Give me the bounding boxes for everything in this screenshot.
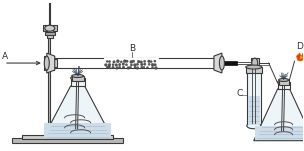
Bar: [246, 67, 262, 73]
Bar: [12, 138, 123, 143]
Bar: [278, 82, 290, 89]
Bar: [43, 25, 57, 31]
Circle shape: [123, 60, 126, 63]
Circle shape: [129, 66, 132, 69]
Circle shape: [118, 63, 121, 66]
Ellipse shape: [219, 56, 224, 70]
Circle shape: [127, 67, 130, 69]
Bar: [224, 61, 237, 65]
Circle shape: [116, 67, 119, 69]
Bar: [49, 59, 57, 67]
Polygon shape: [47, 53, 55, 73]
Circle shape: [136, 67, 139, 69]
Circle shape: [113, 61, 115, 63]
Ellipse shape: [71, 76, 85, 80]
Ellipse shape: [45, 57, 53, 69]
Ellipse shape: [247, 123, 261, 129]
Polygon shape: [254, 89, 304, 141]
Bar: [44, 56, 54, 70]
Circle shape: [120, 61, 122, 63]
Circle shape: [109, 60, 111, 63]
Circle shape: [143, 63, 146, 65]
Circle shape: [122, 63, 125, 65]
Circle shape: [106, 66, 109, 69]
Circle shape: [130, 60, 133, 63]
Circle shape: [126, 60, 128, 63]
Ellipse shape: [44, 56, 49, 70]
Text: B: B: [130, 44, 136, 53]
Circle shape: [105, 64, 107, 66]
Bar: [45, 32, 55, 35]
Circle shape: [132, 60, 135, 62]
Polygon shape: [299, 54, 303, 59]
Circle shape: [148, 60, 150, 63]
Bar: [251, 58, 259, 68]
Bar: [248, 96, 260, 125]
Circle shape: [140, 63, 143, 66]
Circle shape: [154, 60, 156, 62]
Circle shape: [122, 66, 125, 69]
Ellipse shape: [246, 65, 262, 69]
Circle shape: [106, 60, 108, 63]
Circle shape: [108, 66, 110, 69]
Text: D: D: [296, 42, 303, 51]
Polygon shape: [44, 123, 112, 138]
Circle shape: [141, 66, 143, 68]
Bar: [105, 58, 159, 68]
Bar: [48, 28, 50, 138]
Bar: [247, 71, 261, 126]
Circle shape: [151, 66, 154, 69]
Bar: [47, 30, 53, 38]
Bar: [22, 135, 113, 139]
Bar: [279, 80, 288, 85]
Polygon shape: [43, 86, 112, 139]
Circle shape: [112, 66, 114, 69]
Circle shape: [137, 60, 140, 63]
Polygon shape: [214, 53, 222, 73]
Circle shape: [143, 60, 146, 63]
Polygon shape: [255, 126, 304, 140]
Bar: [72, 76, 84, 81]
Circle shape: [108, 63, 111, 66]
Circle shape: [154, 64, 156, 66]
Circle shape: [148, 63, 150, 65]
Text: C: C: [237, 89, 243, 98]
Ellipse shape: [252, 58, 258, 68]
Circle shape: [115, 64, 118, 66]
Ellipse shape: [278, 80, 290, 84]
Circle shape: [134, 66, 136, 68]
Circle shape: [116, 60, 119, 63]
Circle shape: [136, 63, 139, 66]
Circle shape: [125, 64, 128, 66]
Circle shape: [112, 64, 114, 66]
Circle shape: [130, 64, 133, 66]
Circle shape: [154, 67, 157, 69]
Ellipse shape: [45, 25, 55, 31]
Circle shape: [151, 63, 154, 66]
Ellipse shape: [279, 79, 288, 82]
Ellipse shape: [72, 74, 84, 77]
Circle shape: [119, 66, 121, 69]
Circle shape: [146, 67, 149, 69]
Circle shape: [133, 64, 136, 66]
Circle shape: [143, 66, 145, 68]
Bar: [71, 78, 85, 86]
Text: A: A: [2, 52, 8, 61]
Polygon shape: [296, 52, 304, 61]
Circle shape: [150, 61, 152, 63]
Circle shape: [140, 61, 143, 63]
